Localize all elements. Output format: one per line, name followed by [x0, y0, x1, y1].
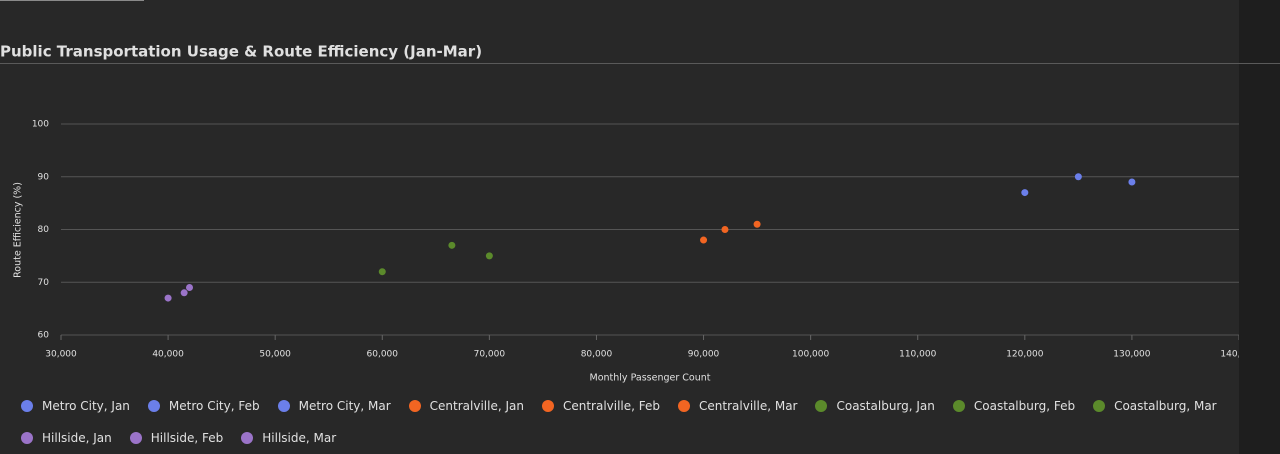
- legend-item[interactable]: Hillside, Feb: [129, 428, 224, 448]
- legend-swatch: [21, 432, 33, 444]
- x-tick-label: 130,000: [1113, 350, 1150, 360]
- legend-item[interactable]: Metro City, Jan: [21, 396, 130, 416]
- chart-title: Public Transportation Usage & Route Effi…: [0, 43, 482, 61]
- legend-label: Centralville, Mar: [699, 399, 798, 413]
- point: [1074, 173, 1082, 181]
- title-rule: [0, 63, 1280, 64]
- x-tick-label: 140,000: [1220, 350, 1239, 360]
- x-tick-label: 120,000: [1006, 350, 1043, 360]
- chart: Public Transportation Usage & Route Effi…: [0, 43, 1239, 384]
- x-tick-label: 40,000: [152, 350, 184, 360]
- point: [164, 294, 172, 302]
- legend-swatch: [952, 400, 965, 412]
- legend-swatch: [241, 432, 254, 444]
- legend-label: Coastalburg, Jan: [836, 399, 935, 413]
- chart-panel: Public Transportation Usage & Route Effi…: [0, 0, 1239, 448]
- point: [1128, 178, 1136, 186]
- legend-label: Centralville, Jan: [429, 399, 524, 413]
- x-tick-label: 100,000: [792, 350, 829, 360]
- legend-item[interactable]: Centralville, Feb: [541, 396, 661, 416]
- legend-label: Centralville, Feb: [562, 399, 661, 413]
- x-tick-label: 60,000: [367, 350, 399, 360]
- legend-label: Hillside, Mar: [262, 431, 337, 445]
- point: [485, 252, 493, 260]
- y-tick-label: 100: [32, 120, 49, 130]
- legend-item[interactable]: Coastalburg, Mar: [1093, 396, 1217, 416]
- legend-label: Coastalburg, Feb: [973, 399, 1076, 413]
- x-axis-label: Monthly Passenger Count: [590, 373, 711, 384]
- legend-label: Metro City, Jan: [42, 399, 130, 413]
- point: [180, 289, 188, 297]
- legend-item[interactable]: Metro City, Mar: [277, 396, 391, 416]
- legend-swatch: [678, 400, 691, 412]
- y-tick-label: 70: [38, 278, 50, 288]
- point: [753, 220, 761, 228]
- legend-swatch: [277, 400, 290, 412]
- x-tick-label: 30,000: [45, 350, 77, 360]
- tab-underline: [0, 0, 144, 1]
- legend-swatch: [541, 400, 554, 412]
- legend-item[interactable]: Centralville, Jan: [408, 396, 524, 416]
- x-tick-label: 90,000: [688, 350, 720, 360]
- point: [186, 284, 194, 292]
- legend-item[interactable]: Hillside, Mar: [241, 428, 336, 448]
- point: [700, 236, 708, 244]
- point: [721, 226, 729, 233]
- legend-swatch: [129, 432, 142, 444]
- y-axis-label: Route Efficiency (%): [13, 182, 24, 278]
- y-tick-label: 60: [38, 331, 50, 341]
- legend-item[interactable]: Centralville, Mar: [678, 396, 797, 416]
- legend-item[interactable]: Coastalburg, Feb: [952, 396, 1076, 416]
- legend-item[interactable]: Coastalburg, Jan: [815, 396, 935, 416]
- y-tick-label: 80: [38, 225, 50, 235]
- x-tick-label: 80,000: [581, 350, 613, 360]
- legend-item[interactable]: Hillside, Jan: [21, 428, 112, 448]
- legend-label: Hillside, Feb: [150, 431, 224, 445]
- legend-item[interactable]: Metro City, Feb: [147, 396, 260, 416]
- legend-swatch: [1093, 400, 1106, 412]
- point: [378, 268, 386, 276]
- legend-label: Metro City, Mar: [298, 399, 391, 413]
- legend-swatch: [408, 400, 421, 412]
- y-tick-label: 90: [38, 172, 50, 182]
- legend-swatch: [147, 400, 160, 412]
- legend-label: Coastalburg, Mar: [1114, 399, 1217, 413]
- point: [1021, 189, 1029, 197]
- point: [448, 241, 456, 249]
- x-tick-label: 50,000: [259, 350, 291, 360]
- legend: Metro City, Jan Metro City, Feb Metro City…: [21, 396, 1231, 448]
- x-tick-label: 110,000: [899, 350, 936, 360]
- x-tick-label: 70,000: [474, 350, 506, 360]
- legend-label: Metro City, Feb: [168, 399, 260, 413]
- legend-swatch: [21, 400, 33, 412]
- legend-swatch: [815, 400, 828, 412]
- legend-label: Hillside, Jan: [42, 431, 112, 445]
